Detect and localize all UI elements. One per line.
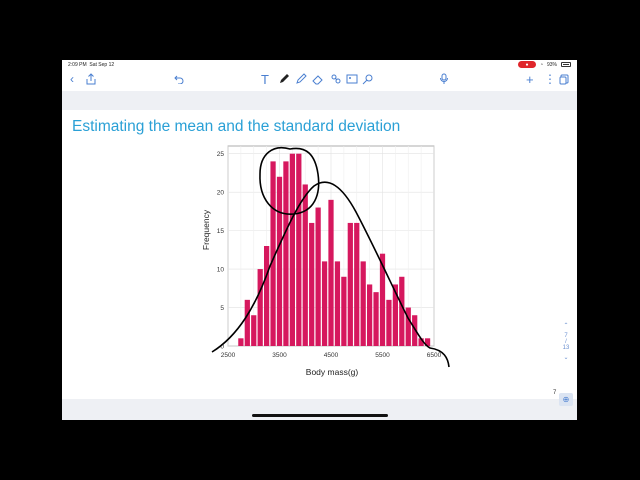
current-page: 7: [564, 333, 568, 339]
home-indicator[interactable]: [252, 414, 388, 417]
y-tick-label: 15: [217, 228, 225, 235]
share-icon[interactable]: [86, 72, 96, 86]
histogram-bar: [257, 269, 263, 346]
battery-icon: [561, 62, 571, 67]
histogram-bar: [283, 161, 289, 346]
histogram-bar: [238, 338, 244, 346]
y-tick-label: 20: [217, 190, 225, 197]
x-tick-label: 5500: [375, 352, 390, 359]
toolbar: ‹ T + ⋮: [62, 70, 577, 90]
page-slash: /: [565, 339, 567, 345]
x-tick-label: 4500: [324, 352, 339, 359]
y-tick-label: 25: [217, 151, 225, 158]
battery-label: 93%: [546, 61, 557, 68]
y-tick-label: 5: [220, 305, 224, 312]
histogram-bar: [321, 261, 328, 346]
histogram-bar: [373, 292, 379, 346]
histogram-bar: [418, 338, 424, 346]
histogram-bar: [424, 338, 431, 346]
histogram-bar: [354, 222, 360, 346]
histogram-bar: [251, 315, 257, 346]
x-axis-label: Body mass(g): [306, 367, 359, 377]
pen-tool-icon[interactable]: [278, 72, 290, 86]
x-tick-label: 6500: [427, 352, 442, 359]
x-tick-label: 2500: [221, 352, 236, 359]
y-axis-label: Frequency: [201, 209, 211, 250]
page-up-icon[interactable]: ⌃: [563, 323, 569, 329]
histogram-bar: [334, 261, 341, 346]
eraser-icon[interactable]: [312, 72, 324, 86]
total-pages: 13: [562, 345, 570, 351]
microphone-icon[interactable]: [439, 72, 449, 86]
histogram-bar: [276, 176, 283, 346]
laser-pointer-icon[interactable]: [362, 72, 374, 86]
histogram-bar: [315, 207, 321, 346]
image-icon[interactable]: [346, 72, 358, 86]
status-bar: 2:09 PM Sat Sep 12 ● ◔ 93%: [62, 60, 577, 70]
page-top-margin: [62, 91, 577, 110]
add-icon[interactable]: +: [526, 71, 534, 87]
histogram-bar: [405, 307, 411, 346]
handwritten-bell-curve-annotation: [211, 181, 450, 368]
histogram-bar: [302, 184, 308, 346]
y-tick-label: 10: [217, 267, 225, 274]
highlighter-icon[interactable]: [295, 72, 307, 86]
histogram-bar: [341, 276, 347, 346]
histogram-bar: [399, 276, 405, 346]
wifi-icon: ◔: [539, 61, 543, 68]
histogram-bar: [309, 222, 315, 346]
more-icon[interactable]: ⋮: [544, 72, 556, 86]
histogram-bar: [412, 315, 418, 346]
page-bottom-margin: [62, 399, 577, 420]
ipad-screen: 2:09 PM Sat Sep 12 ● ◔ 93% ‹ T: [62, 60, 577, 420]
page-down-icon[interactable]: ⌄: [563, 355, 569, 361]
undo-icon[interactable]: [174, 72, 184, 86]
text-tool-icon[interactable]: T: [261, 71, 269, 87]
x-tick-label: 3500: [272, 352, 287, 359]
histogram-bar: [360, 261, 366, 346]
slide-title: Estimating the mean and the standard dev…: [72, 118, 401, 135]
screen-record-icon[interactable]: ●: [517, 61, 536, 68]
histogram-bar: [392, 284, 398, 346]
page-number: 7: [553, 390, 557, 396]
zoom-icon[interactable]: ⊕: [559, 393, 573, 406]
histogram-bar: [264, 246, 270, 346]
histogram-bar: [328, 199, 334, 346]
histogram-bar: [379, 253, 386, 346]
histogram-chart: 0 5 10 15 20 25 2500 3500 4500 5500 6500 Body mass…: [201, 145, 450, 377]
histogram-bar: [367, 284, 373, 346]
y-tick-label: 0: [220, 344, 224, 351]
back-chevron-icon[interactable]: ‹: [70, 72, 74, 86]
page-pager: ⌃ 7 / 13 ⌄: [559, 322, 573, 361]
histogram-bar: [289, 153, 295, 346]
histogram-bar: [270, 161, 276, 346]
status-time: 2:09 PM Sat Sep 12: [68, 62, 115, 68]
histogram-bar: [386, 299, 392, 346]
histogram-bar: [296, 153, 302, 346]
lasso-icon[interactable]: [330, 72, 342, 86]
histogram-bar: [244, 299, 250, 346]
histogram-bar: [347, 222, 353, 346]
pages-icon[interactable]: [559, 72, 569, 86]
